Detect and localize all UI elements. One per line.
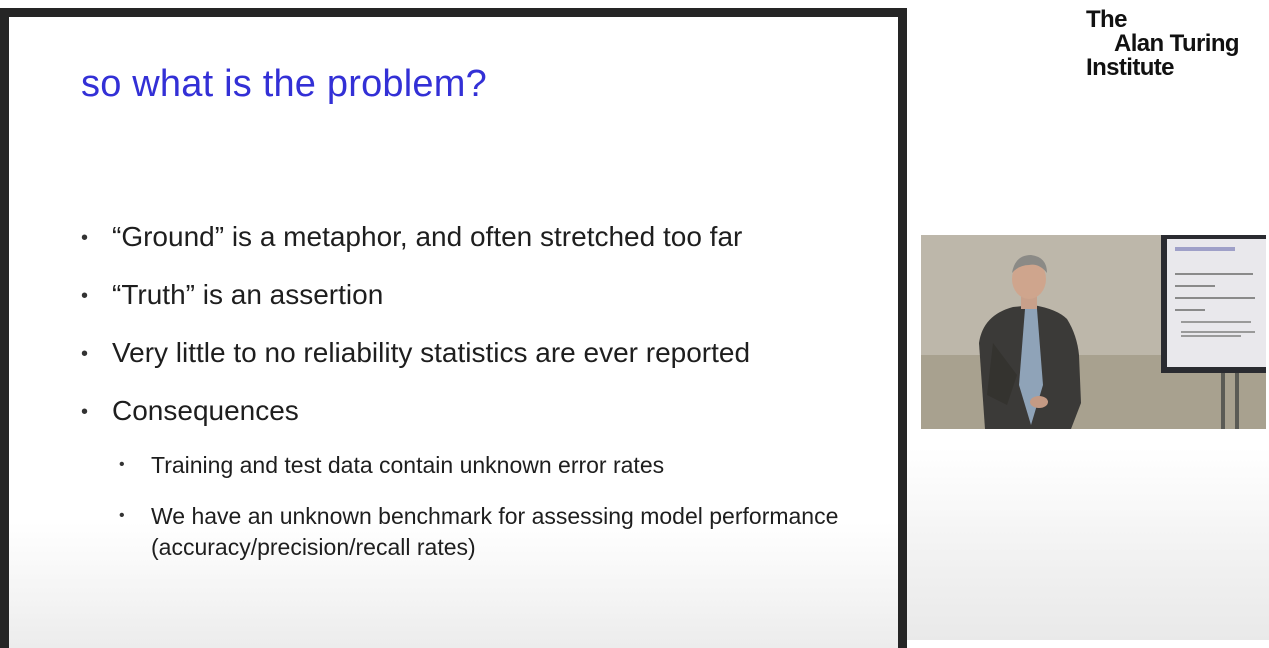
bullet-dot-icon: • — [81, 227, 89, 249]
slide-title: so what is the problem? — [81, 63, 487, 105]
bullet-dot-icon: • — [119, 507, 125, 524]
logo-line: Alan Turing — [1114, 30, 1240, 57]
sub-bullet-text: We have an unknown benchmark for assessi… — [151, 503, 839, 560]
bullet-dot-icon: • — [119, 456, 125, 473]
bullet-text: Very little to no reliability statistics… — [112, 337, 751, 368]
sub-bullet-list: • Training and test data contain unknown… — [119, 450, 859, 563]
bullet-text: “Truth” is an assertion — [112, 279, 384, 310]
sub-bullet-item: • We have an unknown benchmark for asses… — [119, 501, 859, 563]
bullet-dot-icon: • — [81, 401, 89, 423]
sub-bullet-item: • Training and test data contain unknown… — [119, 450, 859, 481]
bullet-item: • Very little to no reliability statisti… — [81, 333, 898, 391]
bullet-item: • Consequences — [81, 391, 898, 449]
bullet-item: • “Truth” is an assertion — [81, 275, 898, 333]
presentation-slide: so what is the problem? • “Ground” is a … — [0, 8, 907, 648]
presenter-video-icon — [921, 235, 1266, 429]
bullet-dot-icon: • — [81, 343, 89, 365]
bullet-item: • “Ground” is a metaphor, and often stre… — [81, 217, 898, 275]
bullet-text: “Ground” is a metaphor, and often stretc… — [112, 221, 743, 252]
sub-bullet-text: Training and test data contain unknown e… — [151, 452, 665, 478]
bullet-text: Consequences — [112, 395, 299, 426]
bullet-dot-icon: • — [81, 285, 89, 307]
logo-line: Institute — [1086, 54, 1175, 81]
logo-line: The — [1086, 6, 1127, 33]
bullet-list: • “Ground” is a metaphor, and often stre… — [81, 217, 898, 449]
presenter-video — [921, 235, 1266, 429]
alan-turing-institute-logo: The Alan Turing Institute — [1086, 6, 1240, 81]
